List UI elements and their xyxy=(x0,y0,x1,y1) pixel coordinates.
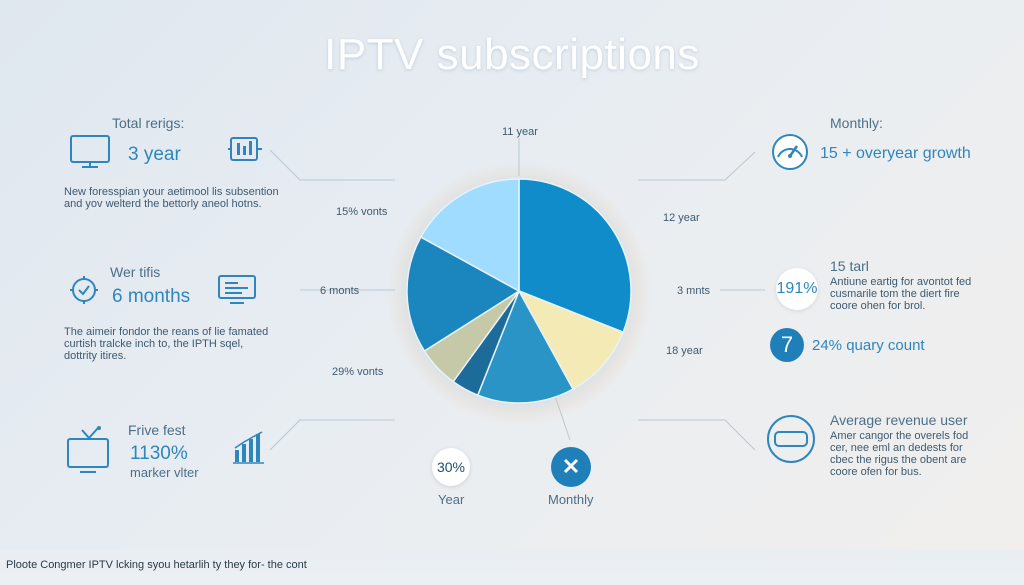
tarl-value: 191% xyxy=(776,280,818,297)
clock-icon xyxy=(70,276,98,304)
year-badge[interactable]: 30% xyxy=(432,448,470,486)
quary-badge-value: 7 xyxy=(780,332,794,357)
pie-label-18-year: 18 year xyxy=(666,345,703,357)
pie-label-15-vonts: 15% vonts xyxy=(336,206,388,218)
arpu-desc-2: cer, nee eml an dedests for xyxy=(830,442,963,454)
pie-label-3-mnts: 3 mnts xyxy=(677,285,711,297)
wer-desc-3: dottrity itires. xyxy=(64,350,127,362)
total-desc-1: New foresspian your aetimool lis subsent… xyxy=(64,186,279,198)
total-value: 3 year xyxy=(128,144,181,165)
year-badge-label: Year xyxy=(438,492,465,507)
tarl-desc-1: Antiune eartig for avontot fed xyxy=(830,276,972,288)
bar-chart-icon xyxy=(233,431,264,464)
footer-bar: Ploote Congmer IPTV lcking syou hetarlih… xyxy=(0,549,1024,585)
tarl-label: 15 tarl xyxy=(830,258,869,274)
pie-slice-1 xyxy=(517,289,625,391)
chart-screen-icon xyxy=(228,137,262,161)
wer-value: 6 months xyxy=(112,286,191,307)
pie-annotation-11-year: 11 year xyxy=(502,126,538,138)
year-badge-value: 30% xyxy=(436,459,466,475)
pie-slice-6 xyxy=(419,178,520,293)
arpu-label: Average revenue user xyxy=(830,412,968,428)
wer-label: Wer tifis xyxy=(110,264,161,280)
frive-sub: marker vlter xyxy=(130,465,199,480)
arpu-desc-3: cbec the rigus the obent are xyxy=(830,454,967,466)
tv-icon xyxy=(67,426,109,473)
footer-text: Ploote Congmer IPTV lcking syou hetarlih… xyxy=(6,559,307,571)
monitor-icon xyxy=(70,135,110,168)
total-label: Total rerigs: xyxy=(112,115,185,131)
wer-desc-2: curtish tralcke inch to, the IPTH sqel, xyxy=(64,338,244,350)
card-icon xyxy=(767,415,815,463)
pie-label-6-monts: 6 monts xyxy=(320,285,360,297)
arpu-desc-1: Amer cangor the overels fod xyxy=(830,430,969,442)
wer-desc-1: The aimeir fondor the reans of lie famat… xyxy=(64,326,269,338)
monthly-badge[interactable] xyxy=(551,447,591,487)
pie-label-12-year: 12 year xyxy=(663,212,700,224)
tarl-desc-3: coore ohen for brol. xyxy=(830,300,926,312)
monthly-label: Monthly: xyxy=(830,115,883,131)
close-icon xyxy=(563,458,579,474)
quary-badge: 7 xyxy=(770,328,804,362)
gauge-icon xyxy=(772,134,808,170)
pie-slice-5 xyxy=(406,236,521,353)
pie-label-29-vonts: 29% vonts xyxy=(332,366,384,378)
total-desc-2: and yov welterd the bettorly aneol hotns… xyxy=(64,198,262,210)
frive-label: Frive fest xyxy=(128,422,186,438)
pie-slice-0 xyxy=(518,178,632,334)
dashboard-screen-icon xyxy=(218,275,256,304)
quary-text: 24% quary count xyxy=(812,337,925,354)
arpu-desc-4: coore ofen for bus. xyxy=(830,466,922,478)
monthly-badge-label: Monthly xyxy=(548,492,594,507)
monthly-value: 15 + overyear growth xyxy=(820,145,971,162)
page-title: IPTV subscriptions xyxy=(324,30,700,79)
frive-value: 1130% xyxy=(130,443,188,464)
tarl-desc-2: cusmarile tom the diert fire xyxy=(830,288,960,300)
tarl-badge: 191% xyxy=(776,268,818,310)
pie-slice-2 xyxy=(476,289,574,404)
